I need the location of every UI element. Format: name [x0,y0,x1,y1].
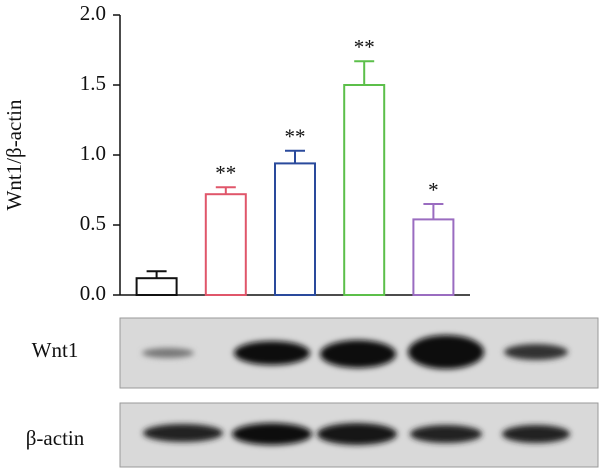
bar [274,162,316,296]
y-axis-title: Wnt1/β-actin [2,99,26,210]
bar [135,277,178,297]
band [410,425,482,443]
bar [343,84,386,296]
y-tick-label: 0.5 [80,211,106,235]
y-tick-label: 0.0 [80,281,106,305]
band [317,423,397,445]
band [320,340,396,368]
y-tick-label: 1.5 [80,71,106,95]
blot-label: β-actin [26,426,85,450]
band [142,348,194,358]
band [143,424,223,442]
significance-label: ** [354,35,375,59]
band [232,423,312,445]
band [504,344,568,360]
y-tick-label: 1.0 [80,141,106,165]
y-tick-label: 2.0 [80,1,106,25]
significance-label: ** [285,125,306,149]
significance-label: * [428,178,439,202]
bar [412,218,455,296]
band [408,335,484,369]
blot-label: Wnt1 [32,338,79,362]
significance-label: ** [215,161,236,185]
bar [204,193,247,296]
blot-bands [142,335,570,445]
band [234,341,310,365]
band [502,425,570,443]
